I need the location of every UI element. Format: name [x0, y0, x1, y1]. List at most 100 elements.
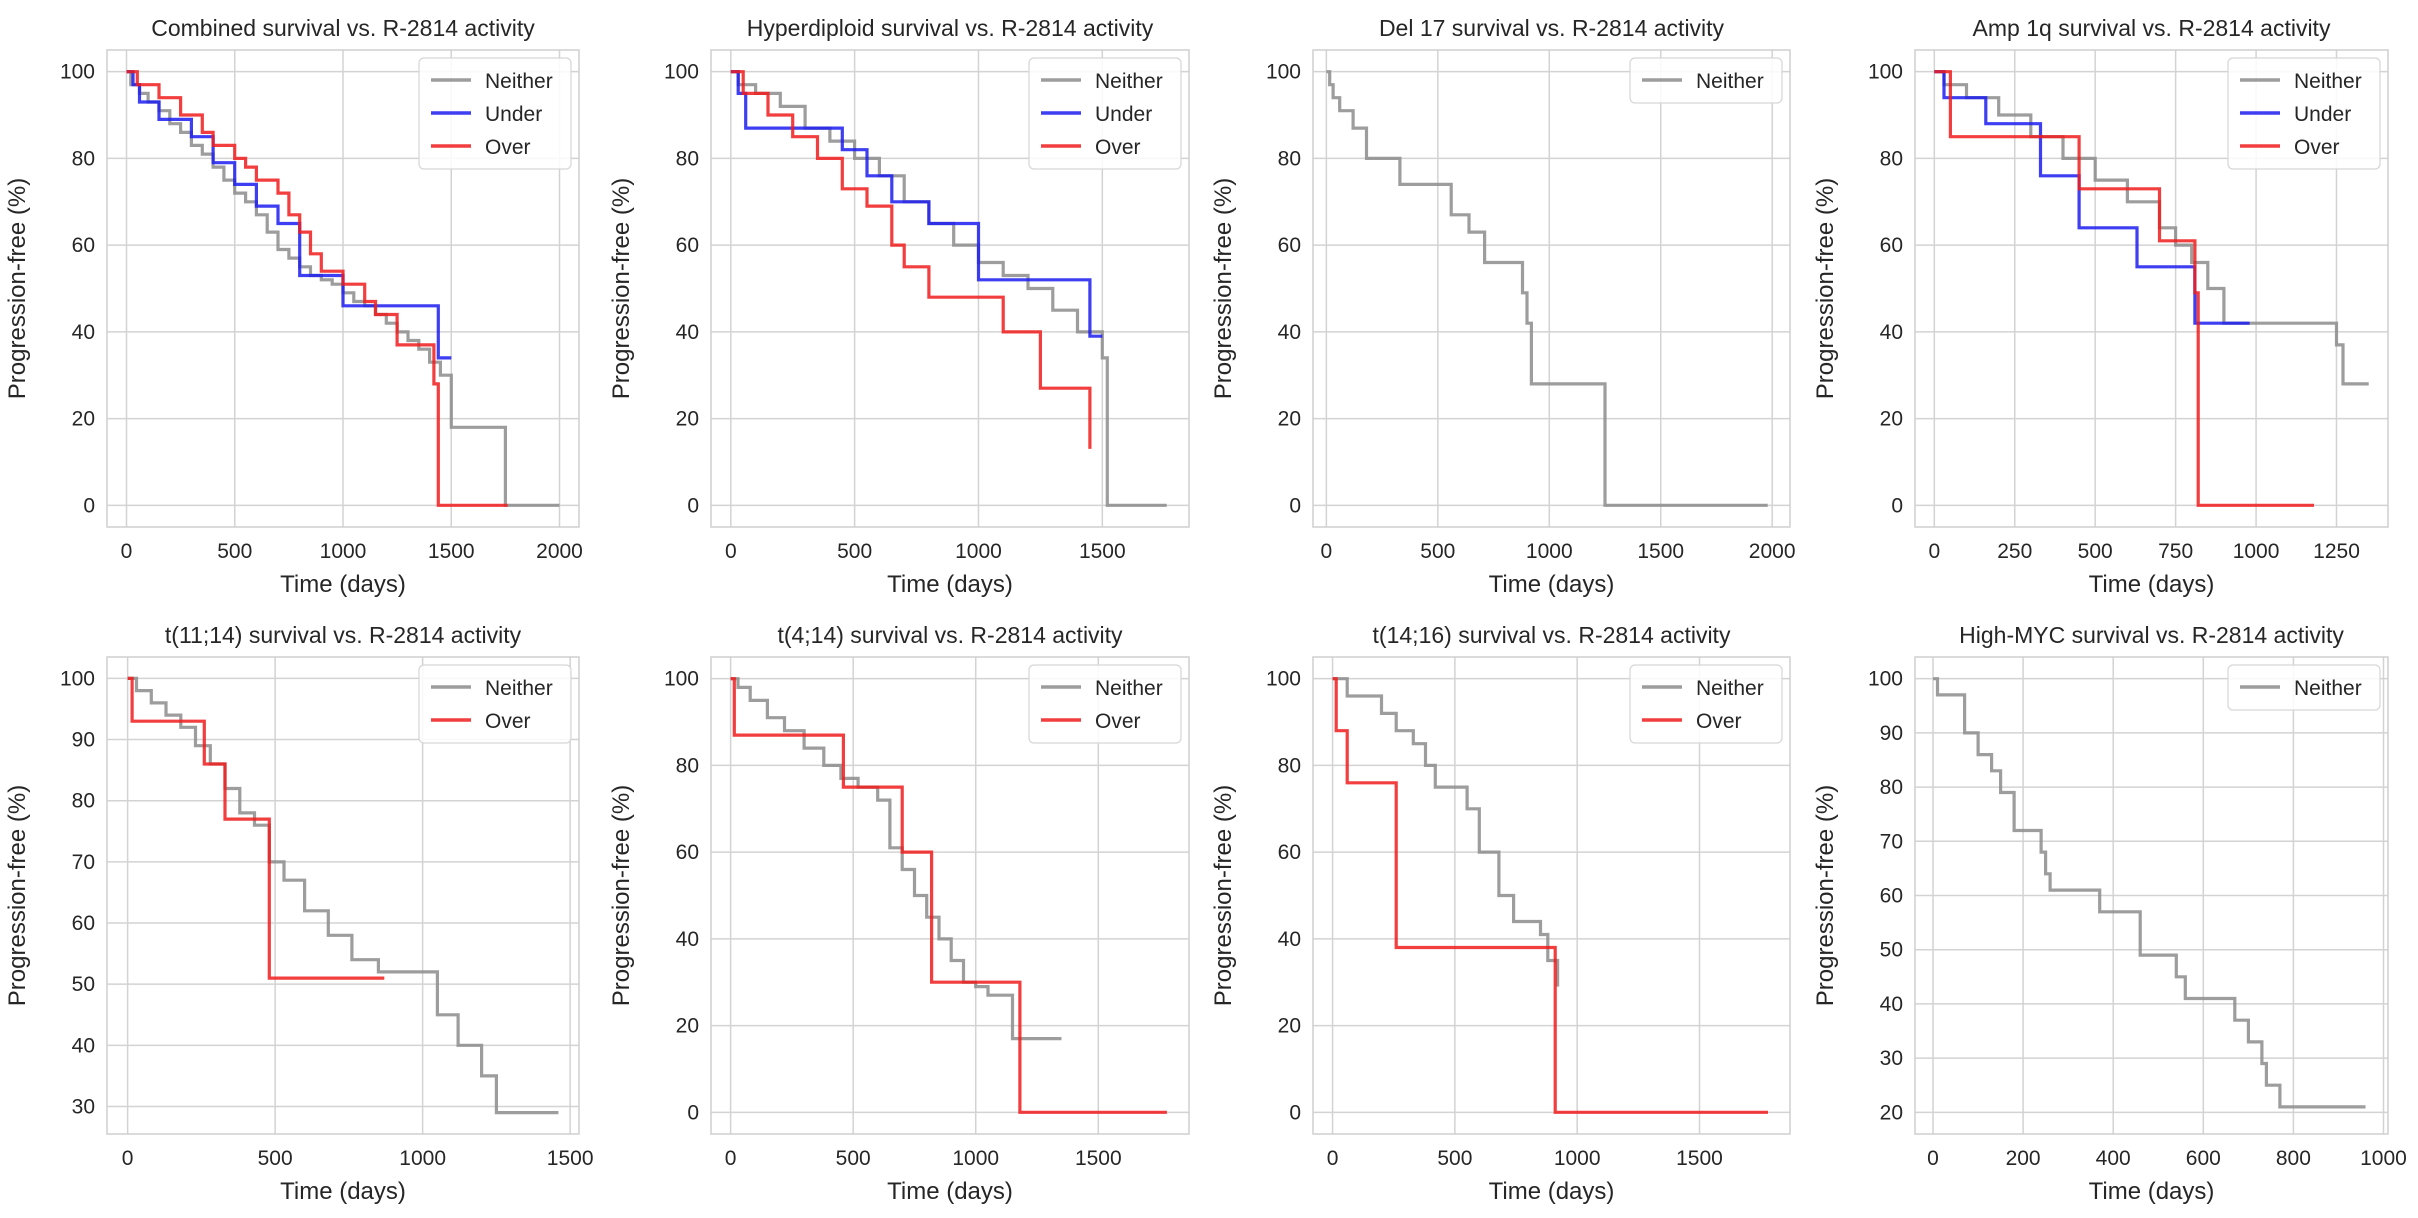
chart-panel-7: 0 500 1000 1500 0 20 40 60 80 100 t(14;16) surviva… — [1210, 622, 1791, 1205]
y-tick-label: 20 — [1880, 1101, 1903, 1124]
x-tick-label: 1000 — [952, 1147, 999, 1170]
x-tick-label: 500 — [2078, 540, 2113, 563]
chart-title: t(11;14) survival vs. R-2814 activity — [165, 622, 522, 648]
x-axis-label: Time (days) — [2089, 1178, 2215, 1205]
x-tick-label: 0 — [1928, 540, 1940, 563]
series-line-over — [1332, 677, 1768, 1114]
chart-title: High-MYC survival vs. R-2814 activity — [1959, 622, 2344, 648]
legend-label: Over — [1696, 710, 1742, 733]
x-tick-label: 1500 — [1079, 540, 1126, 563]
x-tick-label: 200 — [2006, 1147, 2041, 1170]
y-tick-label: 0 — [1891, 494, 1903, 517]
x-tick-label: 1000 — [320, 540, 367, 563]
x-tick-label: 750 — [2158, 540, 2193, 563]
legend: Neither Over — [418, 664, 572, 744]
legend-label: Over — [1095, 136, 1141, 159]
series-line-neither — [126, 70, 560, 507]
legend-label: Neither — [1696, 70, 1764, 93]
chart-panel-5: 0 500 1000 1500 30 40 50 60 70 80 90 100 t(11;14) su… — [4, 622, 594, 1205]
legend-box — [1629, 57, 1783, 104]
x-tick-label: 250 — [1997, 540, 2032, 563]
x-tick-label: 0 — [121, 540, 133, 563]
x-tick-label: 0 — [1327, 1147, 1339, 1170]
x-tick-label: 0 — [122, 1147, 134, 1170]
chart-title: Hyperdiploid survival vs. R-2814 activit… — [747, 15, 1154, 41]
x-tick-label: 500 — [258, 1147, 293, 1170]
y-tick-label: 20 — [1278, 408, 1301, 431]
y-tick-label: 20 — [1278, 1015, 1301, 1038]
chart-title: Amp 1q survival vs. R-2814 activity — [1973, 15, 2331, 41]
x-axis-label: Time (days) — [1489, 571, 1615, 598]
legend-label: Neither — [1095, 677, 1163, 700]
x-tick-label: 1500 — [547, 1147, 594, 1170]
y-tick-label: 30 — [72, 1095, 95, 1118]
y-tick-label: 90 — [72, 729, 95, 752]
y-tick-label: 40 — [676, 928, 699, 951]
y-tick-label: 80 — [1880, 776, 1903, 799]
y-tick-label: 40 — [1880, 993, 1903, 1016]
x-tick-label: 800 — [2276, 1147, 2311, 1170]
legend: Neither — [2227, 664, 2381, 711]
series-line-under — [1934, 70, 2250, 325]
y-tick-label: 40 — [676, 321, 699, 344]
chart-title: Del 17 survival vs. R-2814 activity — [1379, 15, 1725, 41]
y-tick-label: 70 — [72, 851, 95, 874]
x-tick-label: 1500 — [428, 540, 475, 563]
x-tick-label: 1000 — [399, 1147, 446, 1170]
x-tick-label: 600 — [2186, 1147, 2221, 1170]
legend: Neither Under Over — [418, 57, 572, 170]
y-tick-label: 60 — [676, 841, 699, 864]
y-tick-label: 40 — [72, 321, 95, 344]
plot-frame — [1914, 656, 2389, 1135]
y-tick-label: 40 — [1880, 321, 1903, 344]
legend-label: Over — [1095, 710, 1141, 733]
y-tick-label: 80 — [676, 147, 699, 170]
legend-box — [1629, 664, 1783, 744]
plot-frame — [106, 656, 580, 1135]
x-tick-label: 2000 — [536, 540, 583, 563]
y-tick-label: 50 — [72, 973, 95, 996]
plot-frame — [1312, 49, 1791, 528]
legend-label: Under — [485, 103, 542, 126]
y-tick-label: 100 — [1868, 61, 1903, 84]
y-tick-label: 60 — [1278, 234, 1301, 257]
x-tick-label: 1000 — [2360, 1147, 2407, 1170]
plot-frame — [710, 49, 1190, 528]
y-tick-label: 30 — [1880, 1047, 1903, 1070]
legend-label: Neither — [2294, 70, 2362, 93]
x-axis-label: Time (days) — [887, 1178, 1013, 1205]
series-line-over — [1934, 70, 2314, 507]
y-tick-label: 60 — [1278, 841, 1301, 864]
chart-panel-2: 0 500 1000 1500 0 20 40 60 80 100 Hyperdiploid sur… — [608, 15, 1190, 598]
y-tick-label: 40 — [72, 1034, 95, 1057]
y-tick-label: 20 — [676, 408, 699, 431]
y-axis-label: Progression-free (%) — [4, 785, 31, 1006]
series-line-neither — [1933, 677, 2366, 1109]
legend-box — [1028, 57, 1182, 170]
y-tick-label: 100 — [1266, 61, 1301, 84]
y-tick-label: 100 — [1266, 668, 1301, 691]
legend-label: Neither — [485, 677, 553, 700]
x-axis-label: Time (days) — [1489, 1178, 1615, 1205]
y-tick-label: 60 — [72, 912, 95, 935]
chart-panel-4: 0 250 500 750 1000 1250 0 20 40 60 80 100 Amp 1q sur… — [1812, 15, 2389, 598]
x-tick-label: 500 — [836, 1147, 871, 1170]
plot-frame — [1312, 656, 1791, 1135]
series-line-neither — [730, 677, 1062, 1041]
legend-label: Over — [485, 710, 531, 733]
y-axis-label: Progression-free (%) — [608, 178, 635, 399]
y-tick-label: 90 — [1880, 722, 1903, 745]
y-tick-label: 100 — [1868, 668, 1903, 691]
x-tick-label: 1250 — [2313, 540, 2360, 563]
x-tick-label: 1000 — [2233, 540, 2280, 563]
y-tick-label: 50 — [1880, 939, 1903, 962]
chart-panel-1: 0 500 1000 1500 2000 0 20 40 60 80 100 Combined sur… — [4, 15, 583, 598]
legend: Neither Under Over — [2227, 57, 2381, 170]
legend-box — [1028, 664, 1182, 744]
y-tick-label: 40 — [1278, 928, 1301, 951]
y-tick-label: 20 — [1880, 408, 1903, 431]
x-tick-label: 500 — [217, 540, 252, 563]
x-tick-label: 1000 — [1526, 540, 1573, 563]
x-tick-label: 0 — [725, 540, 737, 563]
legend-label: Under — [1095, 103, 1152, 126]
